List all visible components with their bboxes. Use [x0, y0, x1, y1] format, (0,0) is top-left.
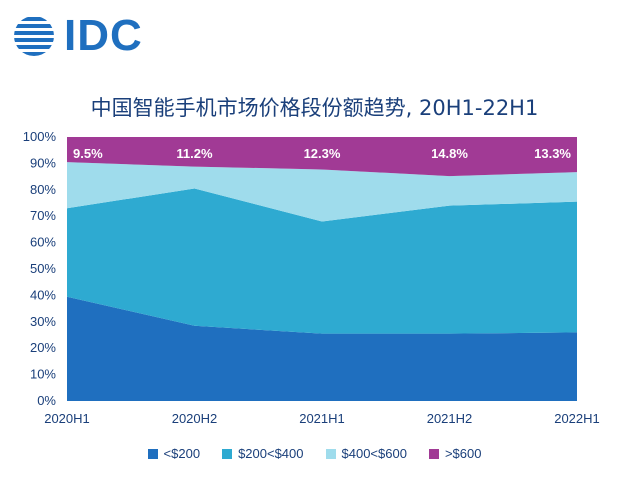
data-label: 12.3% — [304, 146, 341, 161]
data-label: 9.5% — [73, 146, 103, 161]
data-label: 11.2% — [176, 146, 213, 161]
legend-swatch — [147, 448, 158, 459]
legend-label: >$600 — [444, 446, 482, 461]
legend: <$200 $200<$400 $400<$600 >$600 — [0, 446, 629, 461]
area-series-2 — [67, 162, 577, 222]
legend-swatch — [325, 448, 336, 459]
legend-label: <$200 — [163, 446, 201, 461]
y-tick-label: 10% — [30, 367, 56, 382]
legend-item: <$200 — [147, 446, 201, 461]
legend-item: >$600 — [428, 446, 482, 461]
y-tick-label: 0% — [37, 393, 56, 408]
y-tick-label: 90% — [30, 155, 56, 170]
y-tick-label: 30% — [30, 314, 56, 329]
logo-text: IDC — [64, 11, 143, 60]
x-tick-label: 2022H1 — [554, 411, 600, 426]
legend-label: $400<$600 — [341, 446, 407, 461]
area-series-1 — [67, 188, 577, 334]
data-label: 13.3% — [534, 146, 571, 161]
y-tick-label: 60% — [30, 235, 56, 250]
chart-title: 中国智能手机市场价格段份额趋势, 20H1-22H1 — [90, 96, 539, 120]
x-tick-label: 2020H1 — [44, 411, 90, 426]
legend-swatch — [222, 448, 233, 459]
x-tick-label: 2021H1 — [299, 411, 345, 426]
x-tick-label: 2021H2 — [427, 411, 473, 426]
data-label: 14.8% — [431, 146, 468, 161]
y-tick-label: 50% — [30, 261, 56, 276]
idc-logo: IDC — [12, 14, 143, 58]
legend-item: $400<$600 — [325, 446, 407, 461]
y-tick-label: 40% — [30, 287, 56, 302]
legend-swatch — [428, 448, 439, 459]
x-tick-label: 2020H2 — [172, 411, 218, 426]
area-series-3 — [67, 137, 577, 177]
area-series-0 — [67, 296, 577, 401]
y-tick-label: 80% — [30, 182, 56, 197]
y-tick-label: 20% — [30, 340, 56, 355]
legend-item: $200<$400 — [222, 446, 304, 461]
y-tick-label: 70% — [30, 208, 56, 223]
y-tick-label: 100% — [23, 129, 57, 144]
legend-label: $200<$400 — [238, 446, 304, 461]
globe-icon — [14, 17, 54, 56]
